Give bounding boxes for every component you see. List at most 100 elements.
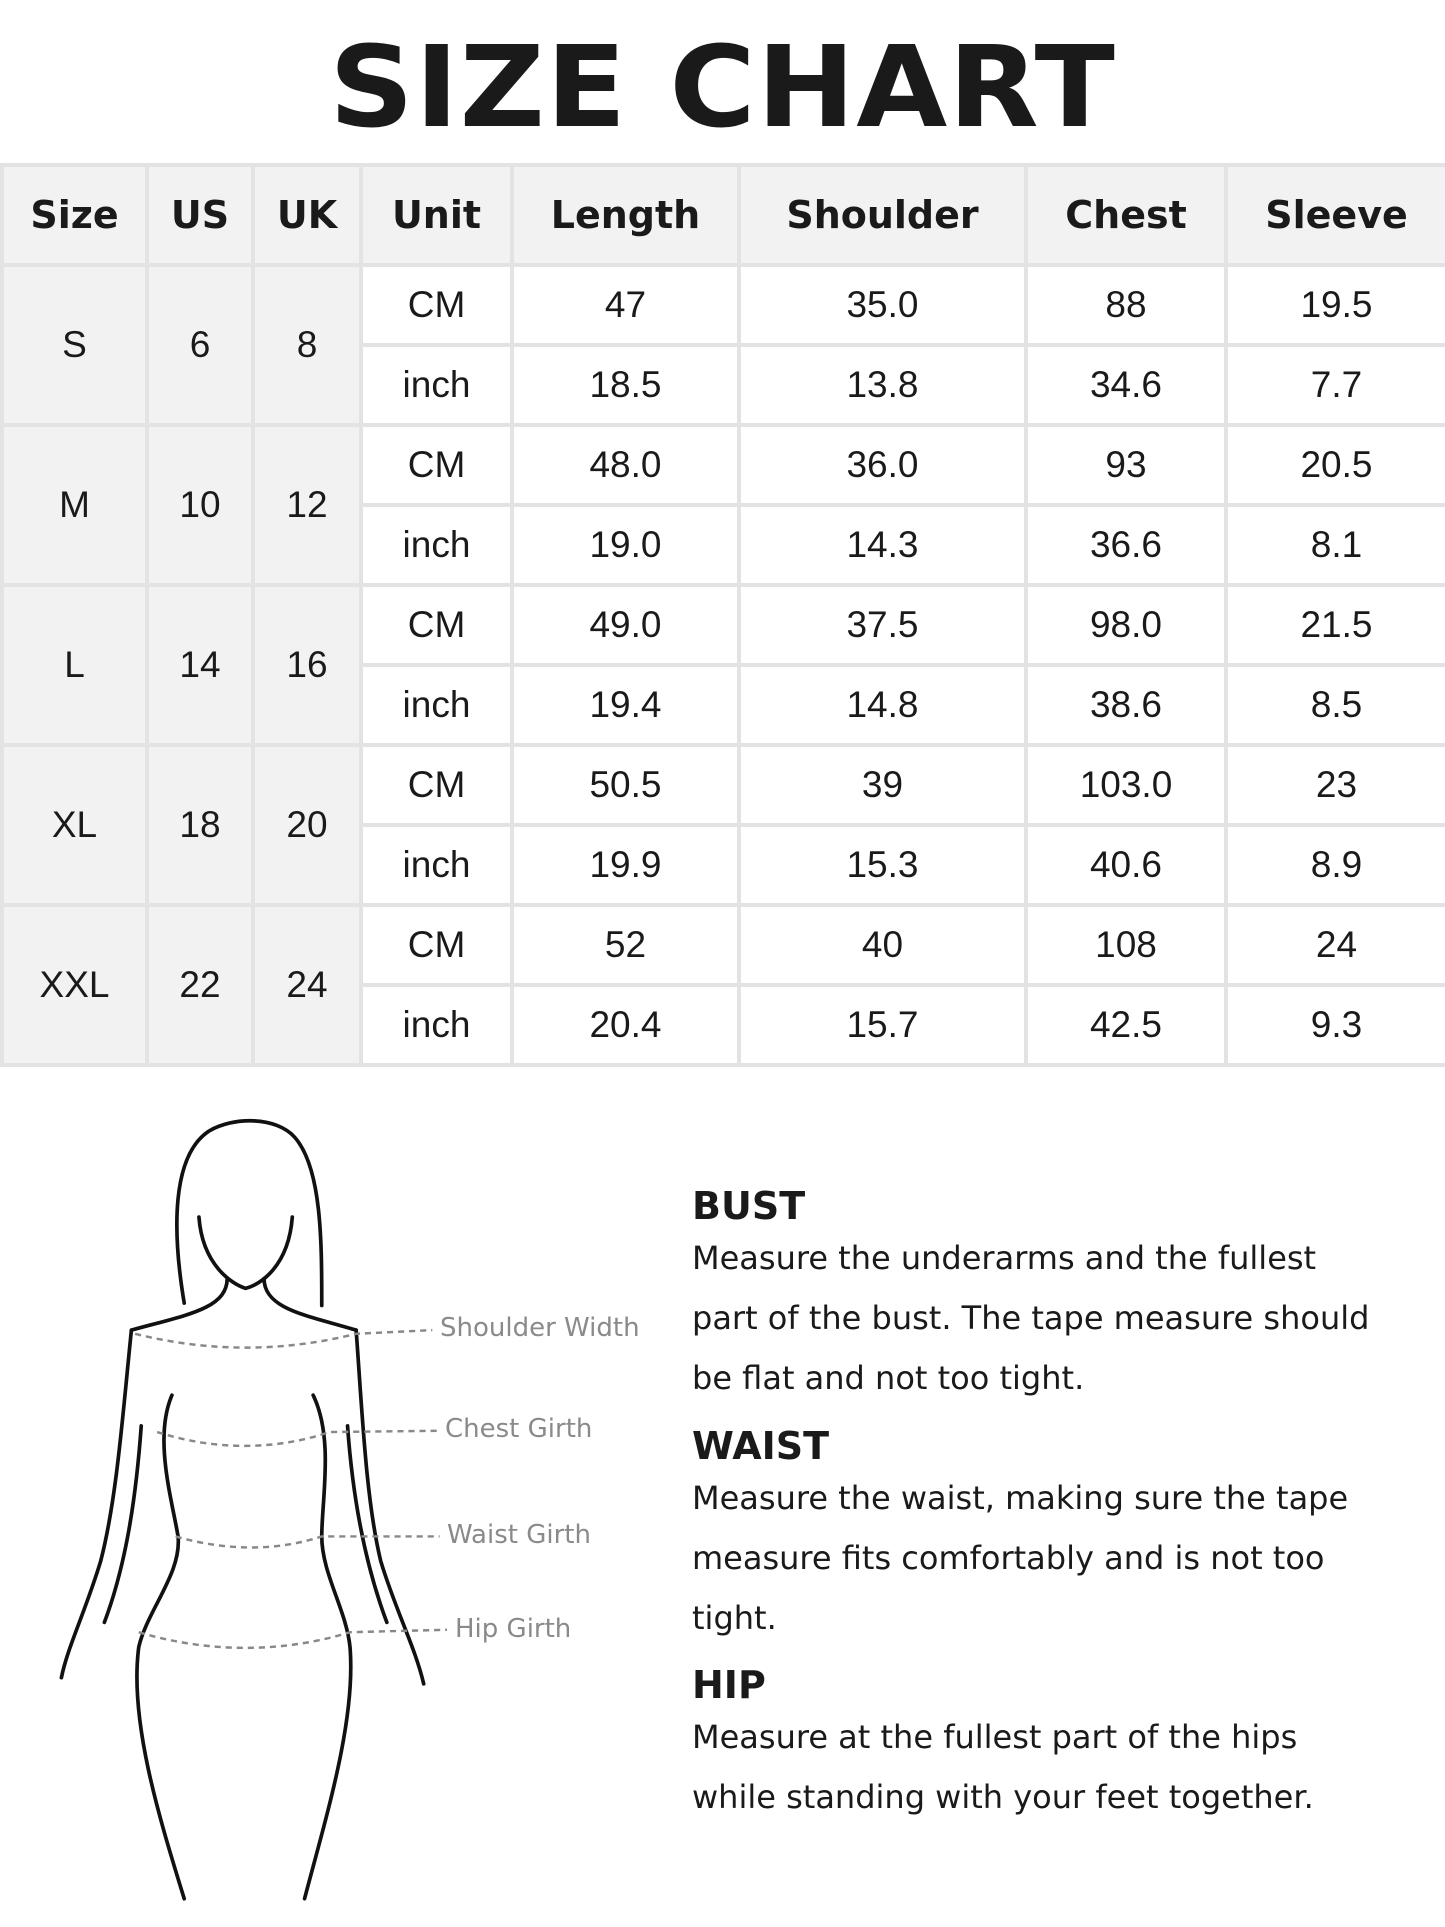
hip-girth-label: Hip Girth	[455, 1614, 572, 1644]
table-cell: 19.4	[510, 663, 741, 747]
waist-girth-label: Waist Girth	[447, 1520, 591, 1550]
table-cell: 23	[1224, 743, 1445, 827]
neck-shoulder-left	[129, 1276, 230, 1332]
inner-arm-right	[345, 1424, 389, 1625]
table-row: L 14 16 CM 49.0 37.5 98.0 21.5	[0, 583, 1445, 747]
neck-shoulder-right	[262, 1276, 358, 1332]
table-cell: 22	[145, 903, 255, 1067]
table-cell: CM	[359, 423, 514, 507]
table-cell: 47	[510, 263, 741, 347]
table-cell: XXL	[0, 903, 149, 1067]
table-cell: 39	[737, 743, 1028, 827]
table-cell: 19.0	[510, 503, 741, 587]
table-cell: 103.0	[1024, 743, 1228, 827]
table-cell: 12	[251, 423, 363, 587]
table-cell: 49.0	[510, 583, 741, 667]
guide-waist: WAIST Measure the waist, making sure the…	[692, 1424, 1412, 1648]
table-cell: 8	[251, 263, 363, 427]
table-cell: CM	[359, 263, 514, 347]
guide-bust: BUST Measure the underarms and the fulle…	[692, 1184, 1412, 1408]
table-cell: 14.8	[737, 663, 1028, 747]
column-header: US	[145, 163, 255, 267]
table-cell: 10	[145, 423, 255, 587]
column-header: UK	[251, 163, 363, 267]
body-measurement-figure	[59, 1119, 448, 1901]
table-cell: inch	[359, 503, 514, 587]
table-cell: 6	[145, 263, 255, 427]
table-cell: 48.0	[510, 423, 741, 507]
table-cell: 24	[1224, 903, 1445, 987]
table-row: inch 19.9 15.3 40.6 8.9	[2, 823, 1445, 907]
table-cell: 14	[145, 583, 255, 747]
table-cell: 8.1	[1224, 503, 1445, 587]
hair-outline	[175, 1119, 324, 1308]
column-header: Length	[510, 163, 741, 267]
table-cell: inch	[359, 983, 514, 1067]
column-header: Sleeve	[1224, 163, 1445, 267]
table-cell: CM	[359, 903, 514, 987]
guide-heading: BUST	[692, 1184, 806, 1228]
guide-line: Measure the waist, making sure the tape	[692, 1479, 1349, 1517]
table-cell: 20.4	[510, 983, 741, 1067]
guide-line: be flat and not too tight.	[692, 1359, 1085, 1397]
table-cell: 37.5	[737, 583, 1028, 667]
table-cell: 18.5	[510, 343, 741, 427]
table-cell: 20.5	[1224, 423, 1445, 507]
table-cell: 36.6	[1024, 503, 1228, 587]
table-cell: XL	[0, 743, 149, 907]
guide-line: part of the bust. The tape measure shoul…	[692, 1299, 1370, 1337]
inner-arm-left	[102, 1424, 144, 1625]
table-row: inch 20.4 15.7 42.5 9.3	[2, 983, 1445, 1067]
table-cell: 108	[1024, 903, 1228, 987]
table-cell: inch	[359, 823, 514, 907]
table-cell: M	[0, 423, 149, 587]
table-cell: 50.5	[510, 743, 741, 827]
table-row: S 6 8 CM 47 35.0 88 19.5	[0, 263, 1445, 427]
table-cell: 42.5	[1024, 983, 1228, 1067]
guide-line: Measure at the fullest part of the hips	[692, 1718, 1298, 1756]
table-cell: 15.7	[737, 983, 1028, 1067]
shoulder-width-label: Shoulder Width	[440, 1313, 640, 1343]
table-cell: 8.5	[1224, 663, 1445, 747]
face-outline	[197, 1215, 295, 1291]
torso-left	[135, 1393, 187, 1901]
table-cell: CM	[359, 583, 514, 667]
page-title: SIZE CHART	[329, 23, 1116, 153]
table-cell: 18	[145, 743, 255, 907]
guide-line: measure fits comfortably and is not too	[692, 1539, 1325, 1577]
table-cell: L	[0, 583, 149, 747]
table-cell: 98.0	[1024, 583, 1228, 667]
table-cell: 38.6	[1024, 663, 1228, 747]
table-cell: inch	[359, 343, 514, 427]
torso-right	[302, 1393, 353, 1901]
table-row: inch 19.0 14.3 36.6 8.1	[2, 503, 1445, 587]
table-cell: 36.0	[737, 423, 1028, 507]
table-cell: 16	[251, 583, 363, 747]
table-cell: inch	[359, 663, 514, 747]
chest-girth-label: Chest Girth	[445, 1414, 593, 1444]
guide-heading: WAIST	[692, 1424, 830, 1468]
guide-line: Measure the underarms and the fullest	[692, 1239, 1317, 1277]
table-cell: S	[0, 263, 149, 427]
table-row: inch 18.5 13.8 34.6 7.7	[2, 343, 1445, 427]
column-header: Size	[0, 163, 149, 267]
table-cell: 15.3	[737, 823, 1028, 907]
table-cell: 93	[1024, 423, 1228, 507]
table-cell: 40.6	[1024, 823, 1228, 907]
table-cell: 13.8	[737, 343, 1028, 427]
table-cell: 20	[251, 743, 363, 907]
guide-heading: HIP	[692, 1663, 766, 1707]
column-header: Unit	[359, 163, 514, 267]
table-cell: 8.9	[1224, 823, 1445, 907]
table-cell: 19.5	[1224, 263, 1445, 347]
table-cell: 7.7	[1224, 343, 1445, 427]
table-cell: 35.0	[737, 263, 1028, 347]
table-cell: 9.3	[1224, 983, 1445, 1067]
guide-line: while standing with your feet together.	[692, 1778, 1314, 1816]
table-cell: 88	[1024, 263, 1228, 347]
table-cell: 34.6	[1024, 343, 1228, 427]
table-row: M 10 12 CM 48.0 36.0 93 20.5	[0, 423, 1445, 587]
table-cell: 24	[251, 903, 363, 1067]
table-cell: 40	[737, 903, 1028, 987]
